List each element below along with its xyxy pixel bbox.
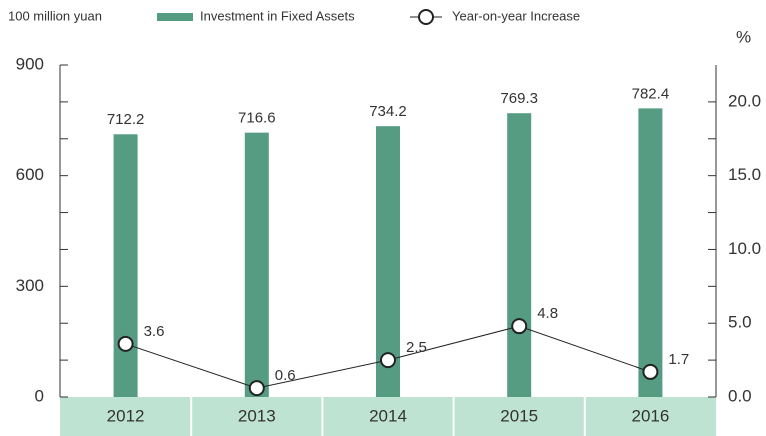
y-axis-label: 100 million yuan (8, 8, 102, 23)
y2-axis-label: % (736, 27, 751, 46)
x-tick-label: 2016 (631, 406, 669, 425)
legend-label: Investment in Fixed Assets (200, 8, 355, 23)
y2-tick-label: 15.0 (728, 165, 761, 184)
x-tick-label: 2014 (369, 406, 407, 425)
line-marker (642, 363, 659, 380)
legend-marker (418, 9, 434, 25)
y-tick-label: 900 (16, 54, 44, 73)
line-marker (380, 352, 396, 369)
bar (376, 126, 400, 398)
bar (507, 113, 532, 397)
line-value-label: 3.6 (144, 323, 165, 340)
bar-value-label: 716.6 (238, 110, 276, 127)
bar-value-label: 782.4 (632, 85, 670, 102)
x-tick-label: 2015 (500, 406, 538, 425)
bar (638, 108, 663, 397)
bar-value-label: 712.2 (107, 111, 145, 128)
y2-tick-label: 20.0 (728, 91, 761, 110)
line-value-label: 1.7 (668, 351, 689, 368)
bar-value-label: 734.2 (369, 103, 407, 120)
x-tick-label: 2013 (238, 406, 276, 425)
y2-tick-label: 5.0 (728, 313, 752, 332)
line-value-label: 2.5 (406, 339, 427, 356)
y2-tick-label: 0.0 (728, 386, 752, 405)
bar (244, 132, 269, 397)
y-tick-label: 300 (16, 276, 44, 295)
line-value-label: 0.6 (275, 367, 296, 384)
legend-swatch (157, 13, 193, 21)
y2-tick-label: 10.0 (728, 239, 761, 258)
line-marker (511, 318, 528, 335)
legend-label: Year-on-year Increase (452, 8, 580, 23)
y-tick-label: 600 (16, 165, 44, 184)
y-tick-label: 0 (35, 386, 44, 405)
x-tick-label: 2012 (107, 406, 145, 425)
bar (113, 134, 138, 397)
line-marker (248, 380, 265, 397)
line-marker (117, 335, 134, 352)
bar-value-label: 769.3 (500, 90, 538, 107)
line-value-label: 4.8 (537, 305, 558, 322)
category-band (60, 397, 716, 436)
